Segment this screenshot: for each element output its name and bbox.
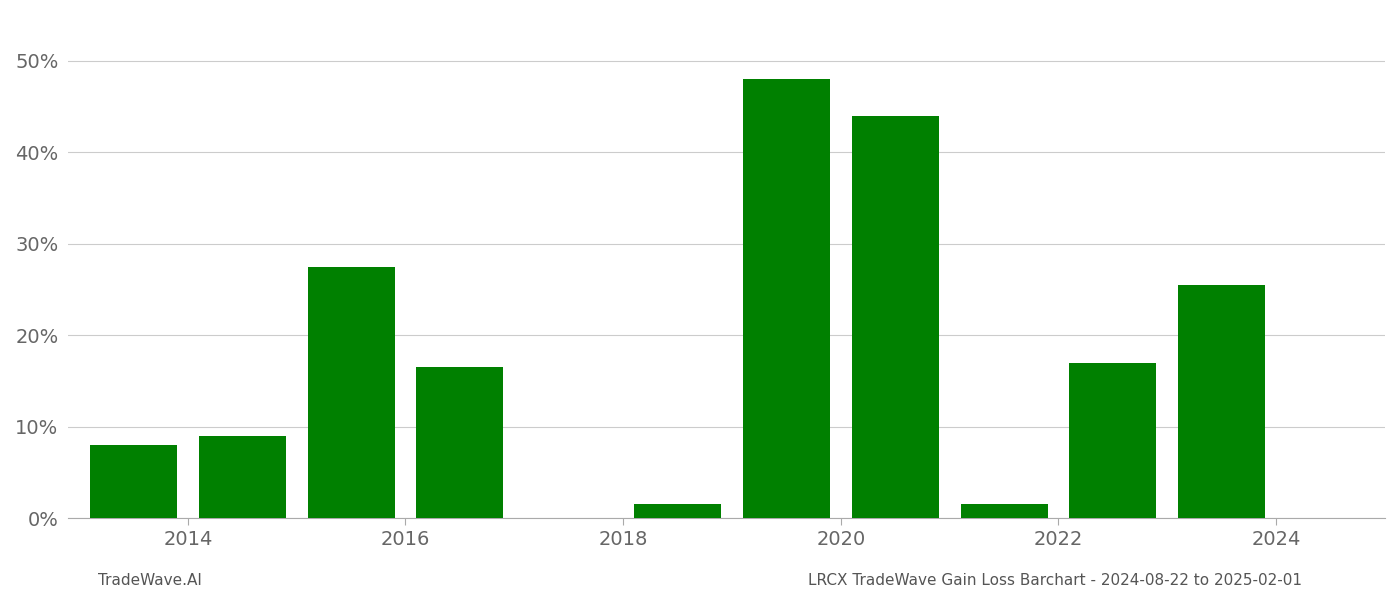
Text: TradeWave.AI: TradeWave.AI: [98, 573, 202, 588]
Bar: [416, 367, 504, 518]
Bar: [851, 116, 939, 518]
Bar: [199, 436, 286, 518]
Text: LRCX TradeWave Gain Loss Barchart - 2024-08-22 to 2025-02-01: LRCX TradeWave Gain Loss Barchart - 2024…: [808, 573, 1302, 588]
Bar: [634, 505, 721, 518]
Bar: [743, 79, 830, 518]
Bar: [960, 505, 1047, 518]
Bar: [1179, 285, 1266, 518]
Bar: [308, 266, 395, 518]
Bar: [90, 445, 176, 518]
Bar: [1070, 362, 1156, 518]
